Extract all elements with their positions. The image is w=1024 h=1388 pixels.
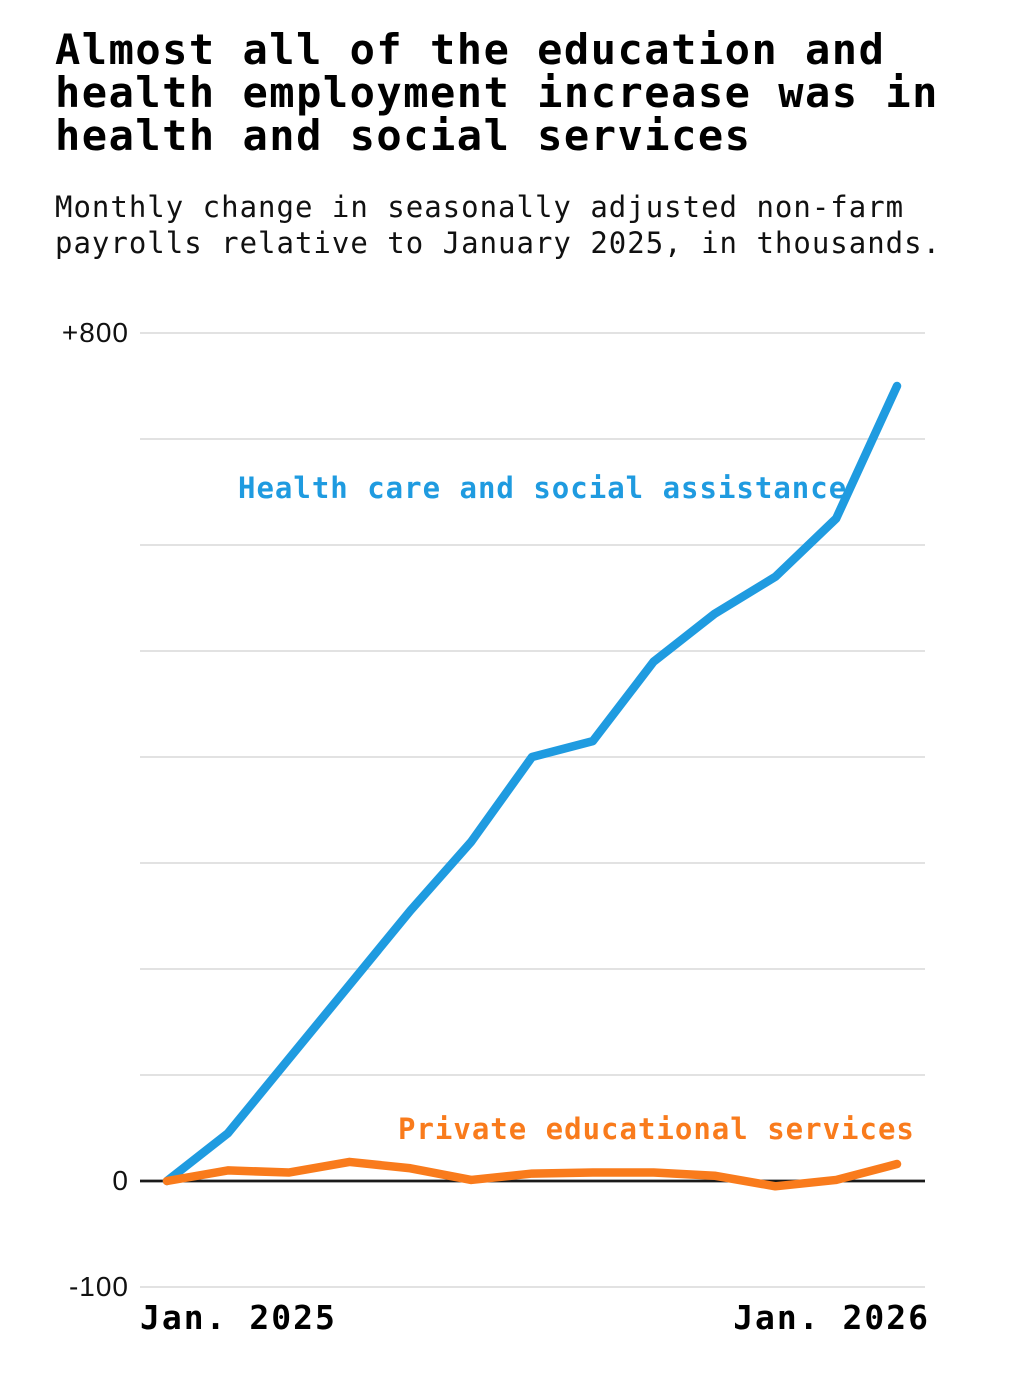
- ytick-plus-800: +800: [61, 317, 129, 348]
- series-line-private-education: [162, 1157, 902, 1191]
- chart-title: Almost all of the education and health e…: [55, 28, 939, 157]
- chart-title-line-2: health employment increase was in: [55, 68, 939, 117]
- series-line-health-care: [162, 381, 902, 1186]
- ytick-zero: 0: [112, 1165, 129, 1196]
- series-label-health-care: Health care and social assistance: [238, 471, 848, 505]
- chart-subtitle-line-1: Monthly change in seasonally adjusted no…: [55, 190, 905, 224]
- chart-title-line-1: Almost all of the education and: [55, 25, 886, 74]
- chart-subtitle-line-2: payrolls relative to January 2025, in th…: [55, 226, 942, 260]
- xaxis-label-jan-2026: Jan. 2026: [733, 1298, 930, 1337]
- chart-title-line-3: health and social services: [55, 111, 752, 160]
- ytick-minus-100: -100: [68, 1271, 129, 1302]
- xaxis-label-jan-2025: Jan. 2025: [140, 1298, 337, 1337]
- chart-subtitle: Monthly change in seasonally adjusted no…: [55, 189, 941, 261]
- gridlines: [140, 332, 925, 1288]
- series-lines: [162, 381, 902, 1191]
- series-label-private-education: Private educational services: [398, 1112, 915, 1146]
